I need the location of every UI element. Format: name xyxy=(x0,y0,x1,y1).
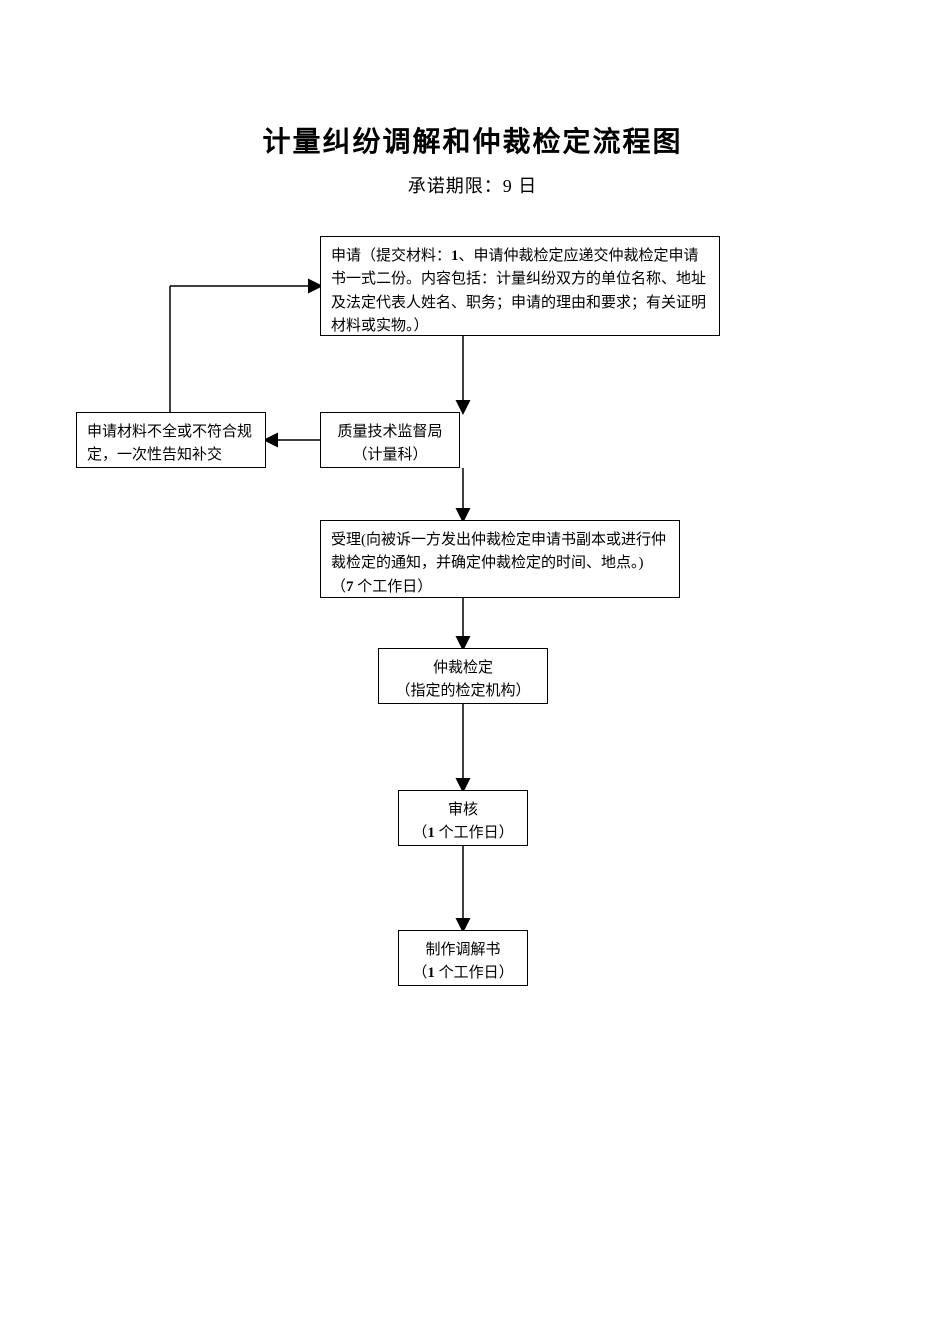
node-text: 质量技术监督局 xyxy=(337,424,442,440)
node-text: 7 xyxy=(346,579,354,595)
node-text: 1 xyxy=(451,248,459,264)
flowchart-node: 申请（提交材料：1、申请仲裁检定应递交仲裁检定申请书一式二份。内容包括：计量纠纷… xyxy=(320,236,720,336)
node-text: 仲裁检定 xyxy=(433,660,493,676)
flowchart-node: 制作调解书 （1 个工作日） xyxy=(398,930,528,986)
node-text: 申请材料不全或不符合规定，一次性告知补交 xyxy=(87,424,252,463)
node-text: （指定的检定机构） xyxy=(395,683,530,699)
flowchart-node: 审核 （1 个工作日） xyxy=(398,790,528,846)
node-text: 审核 xyxy=(448,802,478,818)
node-text: （ xyxy=(412,825,427,841)
node-text: 个工作日） xyxy=(435,965,514,981)
node-text: （ xyxy=(412,965,427,981)
node-text: 1 xyxy=(427,965,435,981)
node-text: 制作调解书 xyxy=(425,942,500,958)
flowchart-node: 受理(向被诉一方发出仲裁检定申请书副本或进行仲裁检定的通知，并确定仲裁检定的时间… xyxy=(320,520,680,598)
node-text: （计量科） xyxy=(352,447,427,463)
node-text: （ xyxy=(331,579,346,595)
flowchart-node: 仲裁检定 （指定的检定机构） xyxy=(378,648,548,704)
flowchart-node: 质量技术监督局 （计量科） xyxy=(320,412,460,468)
flowchart-node: 申请材料不全或不符合规定，一次性告知补交 xyxy=(76,412,266,468)
node-text: 1 xyxy=(427,825,435,841)
node-text: 受理(向被诉一方发出仲裁检定申请书副本或进行仲裁检定的通知，并确定仲裁检定的时间… xyxy=(331,532,666,571)
node-text: 个工作日） xyxy=(435,825,514,841)
node-text: 个工作日） xyxy=(354,579,433,595)
node-text: 申请（提交材料： xyxy=(331,248,451,264)
